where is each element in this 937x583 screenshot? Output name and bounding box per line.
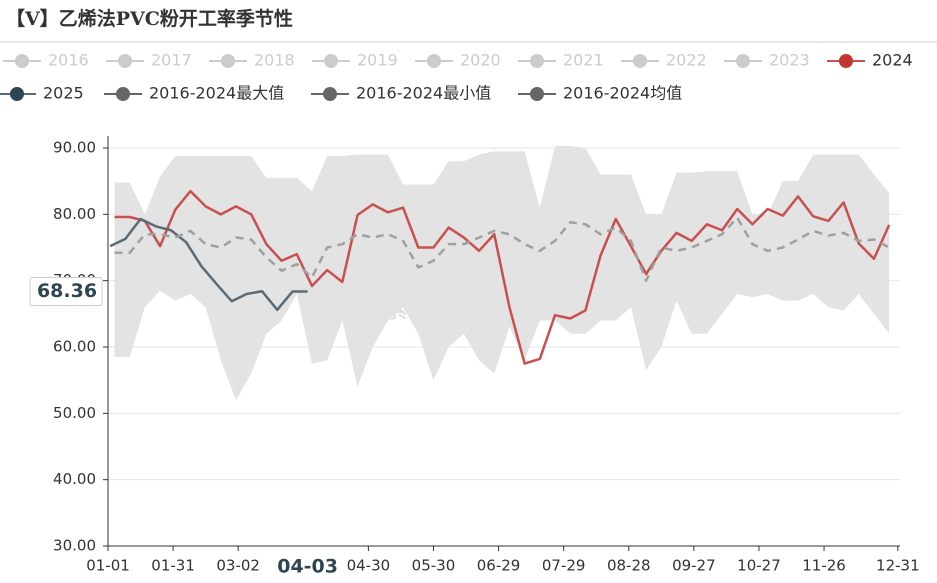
chart-title: 【V】乙烯法PVC粉开工率季节性 (6, 7, 293, 30)
x-tick-label: 07-29 (542, 557, 586, 575)
y-tick-label: 40.00 (53, 470, 96, 488)
y-tick-label: 50.00 (53, 404, 96, 422)
x-tick-label: 04-30 (347, 557, 391, 575)
legend-label: 2024 (872, 51, 913, 70)
legend-dot (10, 87, 24, 101)
legend-dot (116, 87, 130, 101)
legend-item: 2020 (415, 51, 501, 70)
legend-label: 2016-2024均值 (563, 84, 682, 103)
legend-dot (324, 54, 338, 68)
legend-label: 2025 (43, 84, 84, 103)
legend-dot (427, 54, 441, 68)
legend-item: 2024 (827, 51, 913, 70)
legend-item: 2023 (724, 51, 810, 70)
y-tick-label: 90.00 (53, 139, 96, 157)
legend-dot (15, 54, 29, 68)
legend-label: 2016 (48, 51, 89, 70)
legend-label: 2018 (254, 51, 295, 70)
legend-dot (633, 54, 647, 68)
pointer-x-box (267, 552, 348, 582)
legend-label: 2022 (666, 51, 707, 70)
legend-label: 2016-2024最小值 (356, 84, 491, 103)
x-tick-label: 11-26 (802, 557, 846, 575)
x-tick-label: 08-28 (607, 557, 651, 575)
x-tick-label: 12-31 (876, 557, 920, 575)
pointer-y-label: 68.36 (37, 280, 97, 302)
legend-dot (323, 87, 337, 101)
y-tick-label: 30.00 (53, 537, 96, 555)
legend-item: 2022 (621, 51, 707, 70)
legend-item: 2019 (312, 51, 398, 70)
x-tick-label: 05-30 (412, 557, 456, 575)
legend-dot (736, 54, 750, 68)
x-tick-label: 03-02 (216, 557, 260, 575)
legend-dot (839, 54, 853, 68)
legend-item: 2018 (209, 51, 295, 70)
legend-label: 2023 (769, 51, 810, 70)
y-tick-label: 80.00 (53, 205, 96, 223)
series-line (114, 189, 891, 365)
legend-label: 2019 (357, 51, 398, 70)
x-tick-label: 09-27 (672, 557, 716, 575)
legend-dot (530, 87, 544, 101)
legend-item: 2025 (0, 84, 84, 103)
x-tick-label: 06-29 (477, 557, 521, 575)
y-tick-label: 60.00 (53, 338, 96, 356)
x-tick-label: 10-27 (737, 557, 781, 575)
legend-item: 2016 (3, 51, 89, 70)
legend-item: 2017 (106, 51, 192, 70)
legend-item: 2016-2024最小值 (311, 84, 491, 103)
legend-dot (530, 54, 544, 68)
pointer-y-box (29, 277, 103, 307)
series-line (114, 216, 890, 282)
legend-label: 2016-2024最大值 (149, 84, 284, 103)
legend-label: 2017 (151, 51, 192, 70)
x-tick-label: 01-01 (86, 557, 130, 575)
x-tick-label: 01-31 (151, 557, 195, 575)
legend-item: 2016-2024均值 (518, 84, 682, 103)
series-line (109, 217, 308, 312)
pointer-x-label: 04-03 (277, 556, 338, 578)
legend-label: 2021 (563, 51, 604, 70)
legend-dot (118, 54, 132, 68)
legend-dot (221, 54, 235, 68)
legend-item: 2021 (518, 51, 604, 70)
legend-label: 2020 (460, 51, 501, 70)
legend-item: 2016-2024最大值 (104, 84, 284, 103)
